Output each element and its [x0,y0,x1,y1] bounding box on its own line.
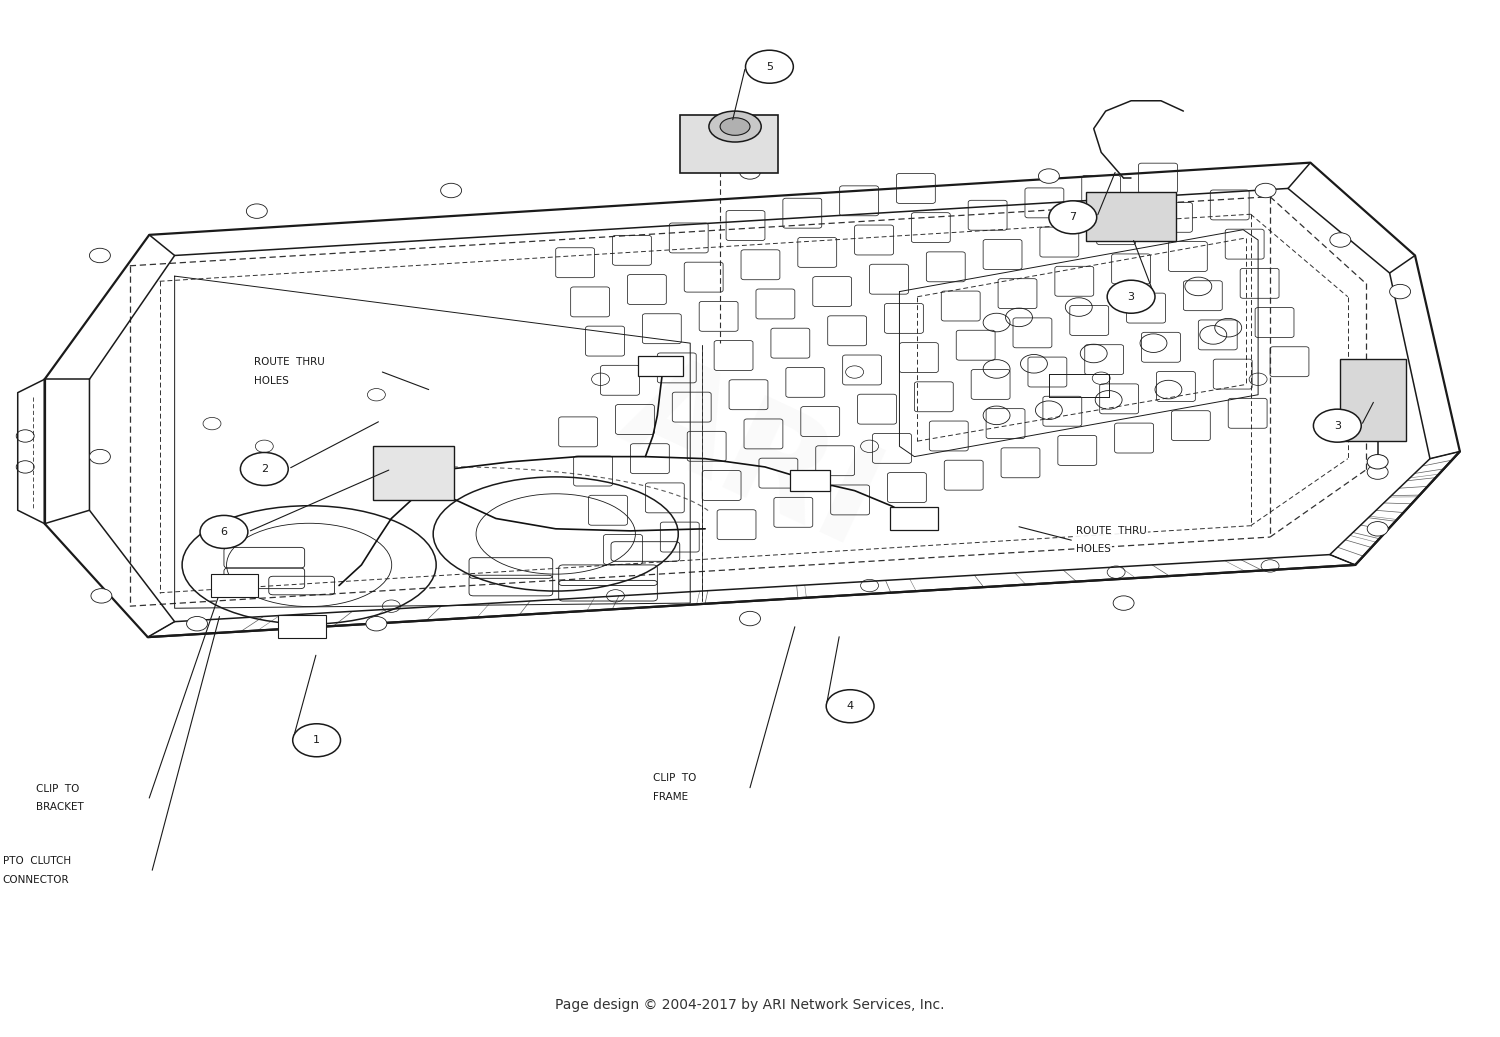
Circle shape [1256,184,1276,198]
FancyBboxPatch shape [789,470,830,491]
Circle shape [1113,596,1134,611]
Text: HOLES: HOLES [254,376,288,387]
Circle shape [746,50,794,83]
Circle shape [740,612,760,625]
Circle shape [740,165,760,179]
FancyBboxPatch shape [680,115,778,173]
FancyBboxPatch shape [891,507,939,530]
Ellipse shape [720,118,750,135]
Text: ROUTE  THRU: ROUTE THRU [1076,526,1146,536]
Circle shape [186,616,207,630]
Circle shape [1366,465,1388,479]
Circle shape [246,204,267,219]
Circle shape [90,248,111,262]
Circle shape [1366,522,1388,536]
Text: 5: 5 [766,62,772,72]
Circle shape [1330,232,1352,247]
Text: 3: 3 [1334,421,1341,430]
Text: CLIP  TO: CLIP TO [36,784,80,793]
Circle shape [200,515,248,549]
Text: 2: 2 [261,464,268,474]
Text: CONNECTOR: CONNECTOR [3,874,69,885]
Text: BRACKET: BRACKET [36,803,84,812]
Circle shape [1107,280,1155,313]
Circle shape [1389,284,1410,299]
Text: 1: 1 [314,735,320,746]
Text: PTO  CLUTCH: PTO CLUTCH [3,856,70,866]
Text: 4: 4 [846,701,853,711]
Circle shape [1314,410,1360,442]
Circle shape [1366,454,1388,469]
FancyBboxPatch shape [210,574,258,597]
Text: FRAME: FRAME [652,792,688,802]
Text: ARI: ARI [602,339,898,574]
Text: Page design © 2004-2017 by ARI Network Services, Inc.: Page design © 2004-2017 by ARI Network S… [555,998,945,1011]
Circle shape [1048,201,1096,233]
Circle shape [240,452,288,485]
Circle shape [1038,169,1059,184]
Circle shape [292,724,340,757]
Circle shape [441,184,462,198]
Text: CLIP  TO: CLIP TO [652,774,696,783]
Circle shape [92,589,112,604]
Circle shape [366,616,387,630]
FancyBboxPatch shape [374,446,454,500]
Ellipse shape [710,111,760,142]
Circle shape [90,449,111,464]
Circle shape [827,690,874,723]
FancyBboxPatch shape [1341,359,1406,441]
Text: HOLES: HOLES [1076,544,1110,555]
Text: 7: 7 [1070,213,1077,222]
Text: 6: 6 [220,527,228,537]
Text: 3: 3 [1128,291,1134,302]
Text: ROUTE  THRU: ROUTE THRU [254,357,324,367]
FancyBboxPatch shape [638,356,682,376]
FancyBboxPatch shape [278,615,326,638]
FancyBboxPatch shape [1086,192,1176,241]
